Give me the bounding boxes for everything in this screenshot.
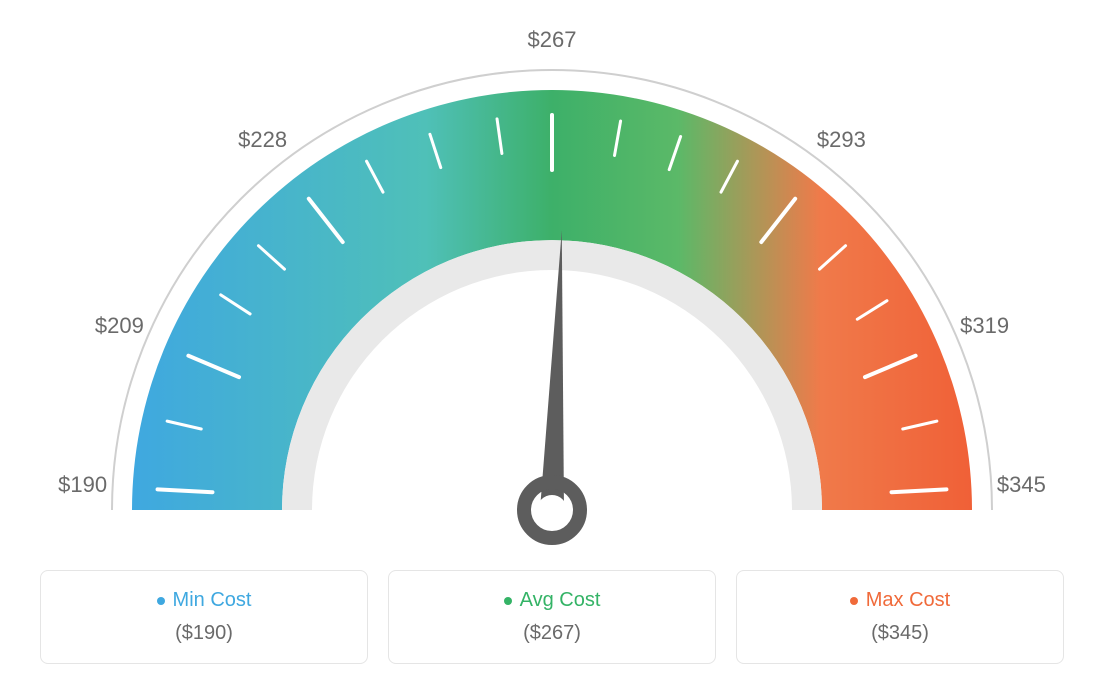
gauge-area: $190 $209 $228 $267 $293 $319 $345 [0,0,1104,560]
gauge-tick-label: $293 [817,127,866,153]
legend-max-label: Max Cost [850,589,950,612]
legend-min-label: Min Cost [157,589,252,612]
gauge-tick-label: $228 [238,127,287,153]
legend-card-min: Min Cost ($190) [40,570,368,664]
legend-max-value: ($345) [747,622,1053,645]
gauge-tick-label: $209 [95,313,144,339]
legend-min-value: ($190) [51,622,357,645]
legend-row: Min Cost ($190) Avg Cost ($267) Max Cost… [0,570,1104,664]
gauge-tick-label: $319 [960,313,1009,339]
legend-avg-value: ($267) [399,622,705,645]
cost-gauge-container: $190 $209 $228 $267 $293 $319 $345 Min Cost ($… [0,0,1104,690]
gauge-tick-label: $190 [58,472,107,498]
gauge-tick-label: $267 [528,27,577,53]
legend-card-max: Max Cost ($345) [736,570,1064,664]
gauge-tick-label: $345 [997,472,1046,498]
gauge-svg [0,0,1104,560]
legend-avg-label: Avg Cost [504,589,601,612]
legend-card-avg: Avg Cost ($267) [388,570,716,664]
